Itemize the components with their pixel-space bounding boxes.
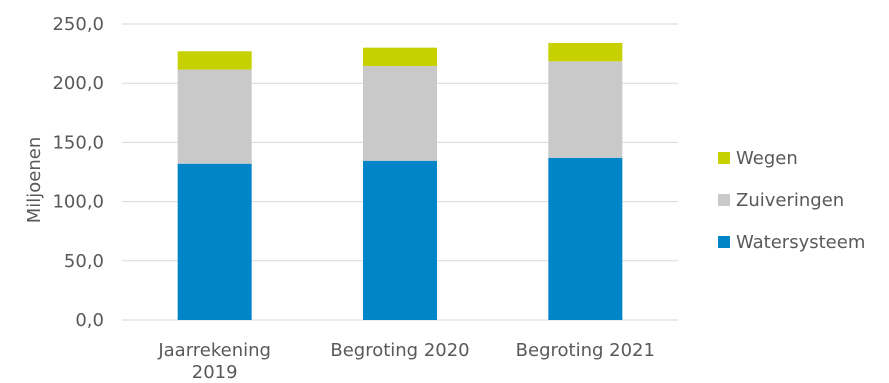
bar-segment-wegen [363, 47, 437, 67]
y-tick-label: 250,0 [52, 14, 104, 35]
bar-segment-zuiveringen [177, 69, 252, 164]
bar-segment-zuiveringen [548, 61, 623, 158]
legend-label-wegen: Wegen [736, 148, 798, 169]
x-category-label: Jaarrekening 2019 [157, 340, 271, 383]
legend: Wegen Zuiveringen Watersysteem [718, 148, 865, 253]
legend-swatch-zuiveringen [718, 194, 730, 206]
legend-swatch-wegen [718, 152, 730, 164]
y-axis-ticks: 0,0 50,0 100,0 150,0 200,0 250,0 [52, 14, 104, 331]
y-tick-label: 50,0 [64, 251, 104, 272]
y-tick-label: 200,0 [52, 73, 104, 94]
bars [177, 42, 623, 320]
bar-segment-wegen [177, 51, 252, 70]
x-axis-categories: Jaarrekening 2019 Begroting 2020 Begroting … [157, 340, 655, 383]
x-category-label: Begroting 2021 [516, 340, 655, 361]
legend-label-watersysteem: Watersysteem [736, 232, 865, 253]
x-category-label: Begroting 2020 [330, 340, 469, 361]
legend-swatch-watersysteem [718, 236, 730, 248]
bar-segment-wegen [548, 42, 623, 62]
y-tick-label: 0,0 [75, 310, 104, 331]
bar-segment-watersysteem [177, 163, 252, 320]
y-axis-label: Miljoenen [24, 137, 45, 224]
bar-segment-watersysteem [548, 157, 623, 320]
y-tick-label: 100,0 [52, 192, 104, 213]
legend-label-zuiveringen: Zuiveringen [736, 190, 844, 211]
bar-segment-watersysteem [363, 160, 437, 320]
y-tick-label: 150,0 [52, 132, 104, 153]
bar-segment-zuiveringen [363, 66, 437, 161]
